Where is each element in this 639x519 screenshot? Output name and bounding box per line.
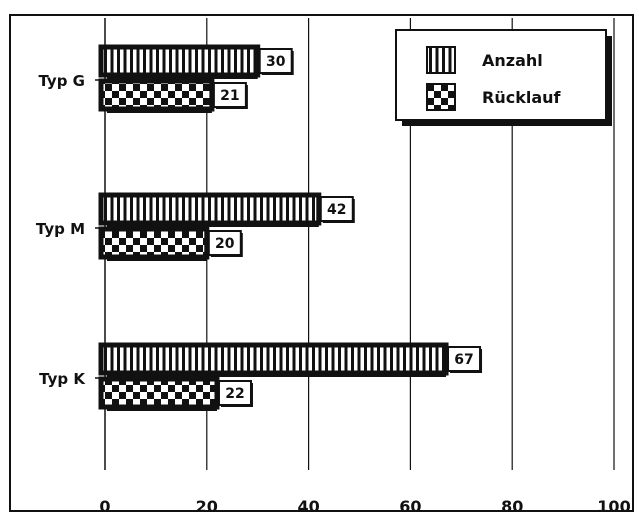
data-label: 42 xyxy=(327,202,346,218)
data-label: 20 xyxy=(215,236,235,252)
legend-label-ruecklauf: Rücklauf xyxy=(482,88,562,107)
bar-ruecklauf xyxy=(98,376,220,410)
x-tick-label: 100 xyxy=(597,497,630,516)
data-label: 21 xyxy=(220,88,239,104)
x-tick-label: 20 xyxy=(196,497,218,516)
data-label-box xyxy=(258,48,293,74)
bar-anzahl xyxy=(98,44,261,78)
bar-ruecklauf xyxy=(98,226,210,260)
category-labels: Typ G Typ M Typ K xyxy=(36,72,86,388)
data-label: 22 xyxy=(225,386,244,402)
bars: 30 21 42 20 67 22 xyxy=(98,44,483,411)
bar-anzahl xyxy=(98,192,322,226)
plot-frame xyxy=(9,14,634,512)
data-label-box xyxy=(319,196,354,222)
data-label-box xyxy=(207,230,242,256)
category-label: Typ M xyxy=(36,220,85,238)
bar-anzahl xyxy=(98,342,449,376)
x-tick-label: 40 xyxy=(297,497,319,516)
x-tick-label: 80 xyxy=(501,497,523,516)
data-label: 67 xyxy=(454,352,473,368)
data-label-box xyxy=(217,380,252,406)
legend-swatch-ruecklauf xyxy=(426,83,456,111)
x-tick-labels: 0 20 40 60 80 100 xyxy=(99,497,630,516)
legend-label-anzahl: Anzahl xyxy=(482,51,543,70)
data-label-box xyxy=(212,82,247,108)
data-label-box xyxy=(447,346,482,372)
category-label: Typ K xyxy=(39,370,86,388)
legend-swatch-anzahl xyxy=(426,46,456,74)
x-tick-label: 60 xyxy=(399,497,421,516)
data-label: 30 xyxy=(266,54,286,70)
x-tick-label: 0 xyxy=(99,497,110,516)
category-label: Typ G xyxy=(38,72,85,90)
legend: Anzahl Rücklauf xyxy=(395,29,612,126)
bar-ruecklauf xyxy=(98,78,215,112)
